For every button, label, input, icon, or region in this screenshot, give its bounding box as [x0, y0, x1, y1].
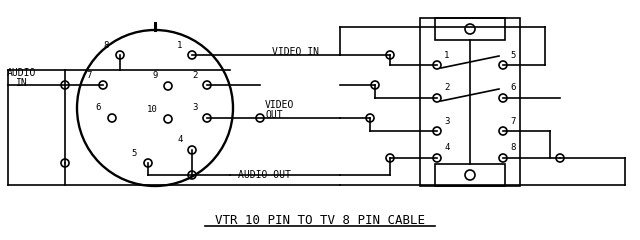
Text: 9: 9 [152, 72, 157, 80]
Bar [435, 18, 505, 40]
Text: 8: 8 [510, 144, 516, 152]
Text: 7: 7 [510, 116, 516, 126]
Text: 2: 2 [192, 71, 198, 79]
Text: 4: 4 [177, 136, 182, 144]
Bar [435, 164, 505, 186]
Text: 3: 3 [192, 103, 198, 113]
Text: 4: 4 [444, 144, 450, 152]
Text: VIDEO: VIDEO [265, 100, 294, 110]
Text: 3: 3 [444, 116, 450, 126]
Text: OUT: OUT [265, 110, 283, 120]
Text: 1: 1 [177, 41, 182, 49]
Text: 5: 5 [131, 149, 137, 157]
Bar [420, 18, 520, 186]
Text: VIDEO IN: VIDEO IN [272, 47, 319, 57]
Text: AUDIO: AUDIO [7, 68, 36, 78]
Text: IN: IN [16, 78, 28, 88]
Text: 2: 2 [444, 84, 450, 92]
Text: 6: 6 [510, 84, 516, 92]
Text: 1: 1 [444, 50, 450, 60]
Text: 7: 7 [86, 71, 92, 79]
Text: 5: 5 [510, 50, 516, 60]
Text: AUDIO OUT: AUDIO OUT [238, 170, 291, 180]
Text: 6: 6 [95, 103, 100, 113]
Text: 8: 8 [103, 41, 109, 49]
Text: 10: 10 [147, 104, 157, 114]
Text: VTR 10 PIN TO TV 8 PIN CABLE: VTR 10 PIN TO TV 8 PIN CABLE [215, 214, 425, 227]
